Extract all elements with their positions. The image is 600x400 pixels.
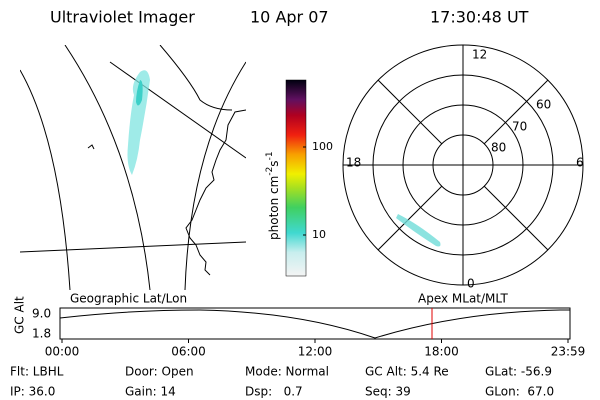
- lon-line: [109, 61, 246, 159]
- timeline-xtick: 12:00: [298, 345, 333, 359]
- lat-label: 70: [512, 120, 527, 134]
- colorbar-tick-label: 100: [312, 140, 333, 153]
- mlt-label: 18: [346, 156, 361, 170]
- timeline-ticks: 00:00 06:00 12:00 18:00 23:59: [45, 339, 586, 359]
- info-field: Flt: LBHL: [10, 365, 64, 379]
- time: 17:30:48 UT: [430, 8, 529, 27]
- lat-line: [64, 45, 151, 290]
- title: Ultraviolet Imager: [50, 8, 195, 27]
- timeline-xtick: 23:59: [551, 345, 586, 359]
- aurora: [127, 70, 150, 175]
- timeline-left-label: Geographic Lat/Lon: [70, 292, 187, 306]
- info-field: IP: 36.0: [10, 385, 55, 399]
- coastline: [185, 109, 246, 276]
- date: 10 Apr 07: [250, 8, 329, 27]
- mlt-label: 12: [472, 48, 487, 62]
- timeline-right-label: Apex MLat/MLT: [418, 292, 508, 306]
- mlt-label: 0: [467, 277, 475, 291]
- lon-line: [20, 241, 246, 253]
- info-field: GC Alt: 5.4 Re: [365, 365, 449, 379]
- info-field: Gain: 14: [125, 385, 176, 399]
- colorbar-tick-label: 10: [312, 228, 326, 241]
- lat-line: [184, 61, 246, 290]
- colorbar: [285, 79, 307, 277]
- info-field: Dsp: 0.7: [245, 385, 303, 399]
- timeline-xtick: 18:00: [424, 345, 459, 359]
- timeline-ytick: 1.8: [32, 327, 51, 341]
- mlt-label: 6: [576, 156, 584, 170]
- info-field: GLon: 67.0: [485, 385, 554, 399]
- timeline-y-label: GC Alt: [13, 296, 27, 334]
- timeline-xtick: 06:00: [171, 345, 206, 359]
- info-panel: Flt: LBHL Door: Open Mode: Normal GC Alt: 5…: [10, 365, 554, 399]
- map: [20, 45, 246, 290]
- lat-line: [159, 45, 233, 111]
- aurora: [136, 80, 143, 106]
- info-field: GLat: -56.9: [485, 365, 552, 379]
- polar-plot: [342, 44, 584, 286]
- colorbar-label: photon cm-2s-1: [265, 151, 281, 240]
- info-field: Seq: 39: [365, 385, 411, 399]
- altitude-curve: [59, 309, 570, 339]
- lat-line: [20, 69, 71, 290]
- info-field: Mode: Normal: [245, 365, 329, 379]
- coastline: [87, 144, 95, 150]
- lat-label: 60: [536, 98, 551, 112]
- aurora: [396, 214, 441, 247]
- timeline-box: [59, 307, 571, 340]
- info-field: Door: Open: [125, 365, 194, 379]
- lat-label: 80: [491, 141, 506, 155]
- timeline-ytick: 9.0: [32, 307, 51, 321]
- timeline-xtick: 00:00: [45, 345, 80, 359]
